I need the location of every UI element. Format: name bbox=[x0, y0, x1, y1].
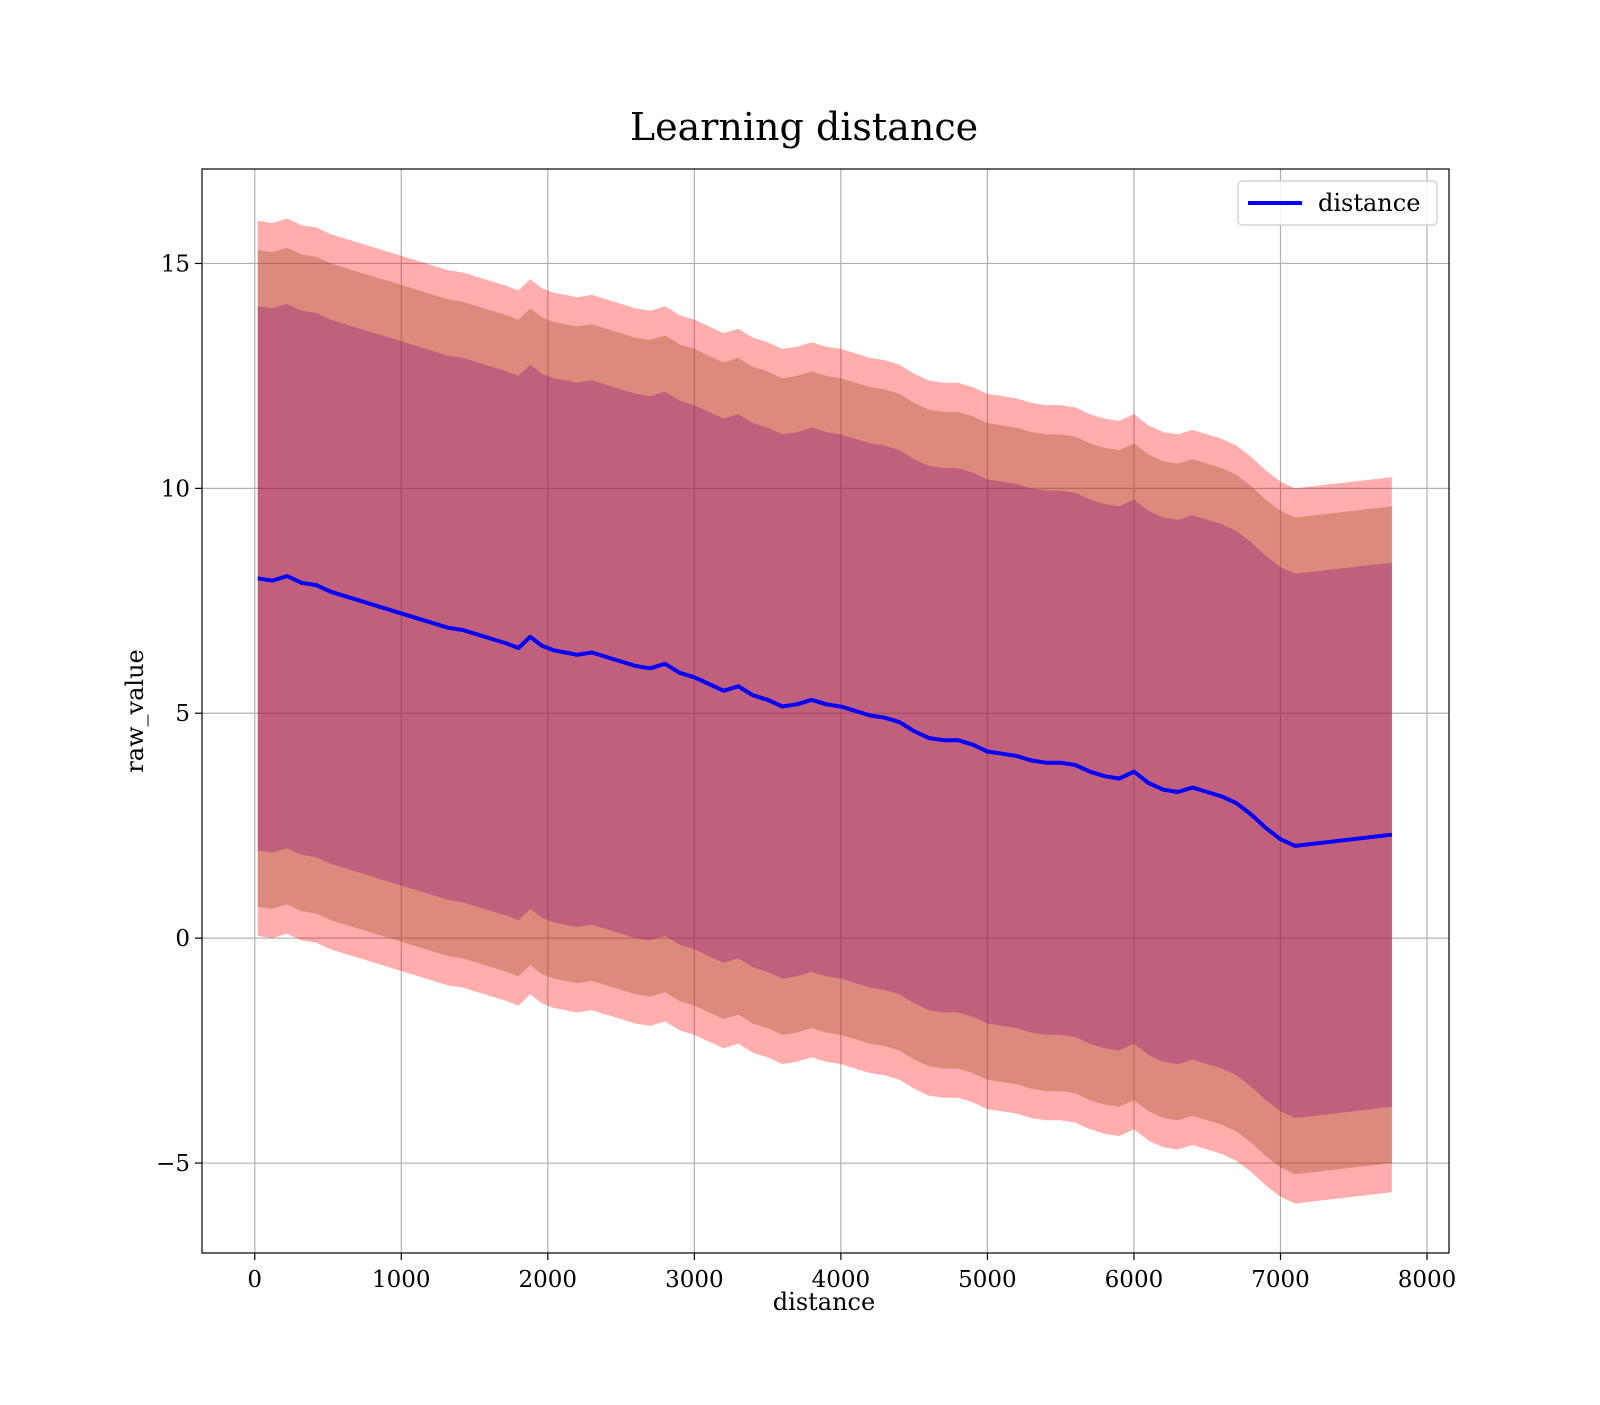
series-line-distance bbox=[257, 574, 1393, 848]
chart-title: Learning distance bbox=[630, 105, 978, 149]
band-inner bbox=[257, 303, 1392, 1119]
y-tick-label: 0 bbox=[175, 926, 190, 952]
legend-box bbox=[1237, 180, 1438, 226]
x-tick-label: 0 bbox=[247, 1267, 262, 1293]
x-tick-label: 1000 bbox=[372, 1267, 431, 1293]
x-tick-label: 3000 bbox=[665, 1267, 724, 1293]
x-tick-label: 5000 bbox=[958, 1267, 1017, 1293]
tick-layer: 0 1000 2000 3000 4000 5000 6000 7000 8000 −5 0 5 10 1… bbox=[156, 251, 1456, 1293]
y-tick-label: −5 bbox=[156, 1151, 190, 1177]
legend: distance bbox=[1237, 180, 1438, 226]
x-tick-label: 7000 bbox=[1251, 1267, 1310, 1293]
legend-label-distance: distance bbox=[1318, 189, 1420, 217]
grid-layer bbox=[202, 169, 1449, 1253]
x-tick-label: 2000 bbox=[519, 1267, 578, 1293]
x-tick-label: 6000 bbox=[1105, 1267, 1164, 1293]
x-axis-label: distance bbox=[773, 1288, 875, 1316]
x-tick-label: 4000 bbox=[812, 1267, 871, 1293]
plot-frame bbox=[201, 168, 1450, 1254]
band-middle bbox=[257, 247, 1392, 1175]
y-tick-label: 15 bbox=[161, 251, 190, 277]
line-layer bbox=[257, 574, 1393, 848]
y-axis-label: raw_value bbox=[121, 649, 149, 773]
x-tick-label: 8000 bbox=[1398, 1267, 1457, 1293]
band-layer bbox=[257, 218, 1392, 1204]
y-tick-label: 10 bbox=[161, 476, 190, 502]
y-tick-label: 5 bbox=[175, 701, 190, 727]
band-outer bbox=[257, 218, 1392, 1204]
